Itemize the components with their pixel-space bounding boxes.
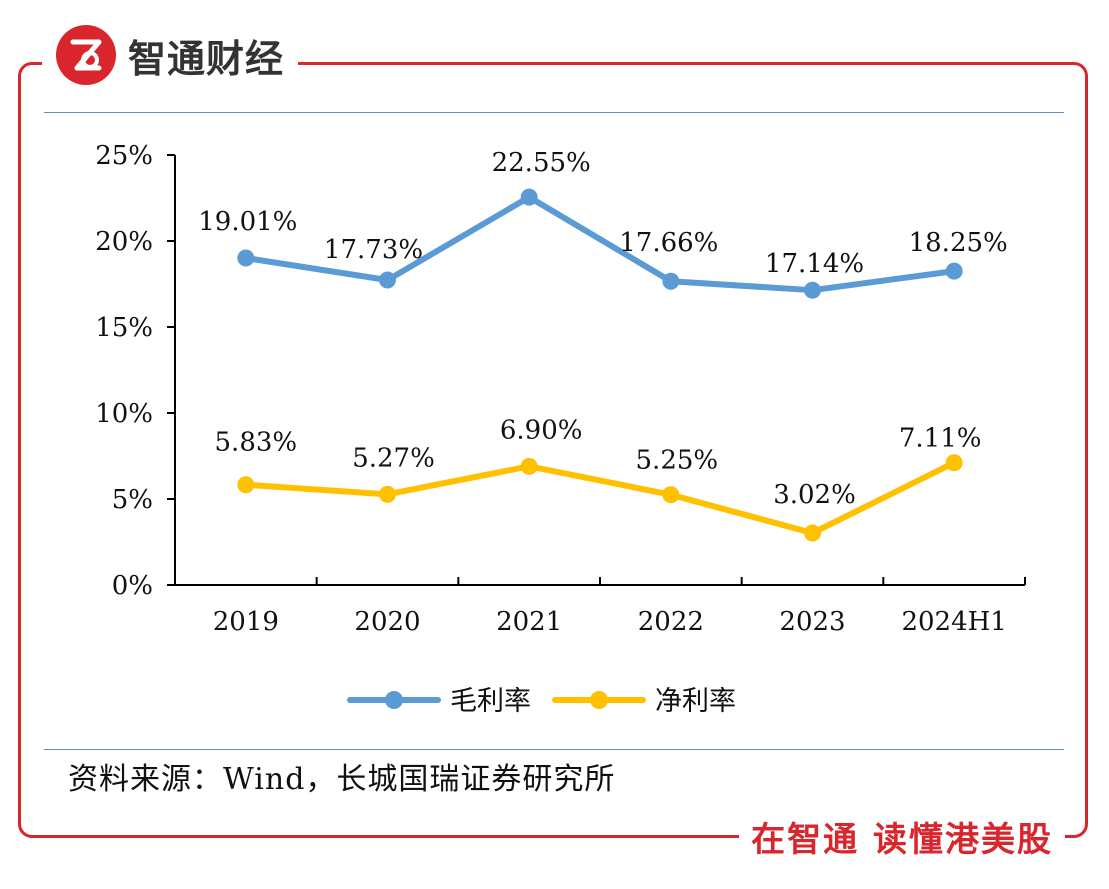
data-point (379, 271, 396, 289)
series-line-net-margin (242, 459, 958, 537)
brand-name: 智通财经 (128, 36, 285, 81)
x-tick-label: 2019 (213, 607, 279, 637)
data-label: 7.11% (899, 424, 982, 454)
data-point (237, 249, 255, 267)
data-point (520, 457, 538, 475)
legend-marker (385, 691, 403, 709)
x-tick-label: 2022 (638, 607, 704, 637)
series-line-gross-margin (242, 194, 958, 294)
x-tick-label: 2021 (496, 607, 562, 637)
data-label: 3.02% (773, 480, 856, 510)
data-label: 5.83% (215, 428, 298, 458)
y-tick-label: 5% (112, 485, 153, 515)
brand-logo-icon (56, 25, 116, 85)
data-label: 5.27% (352, 443, 435, 473)
data-point (662, 272, 680, 290)
data-point (662, 486, 680, 504)
data-label: 17.14% (765, 249, 864, 279)
data-label: 6.90% (500, 415, 583, 445)
legend-marker (590, 691, 608, 709)
chart-bottom-rule (44, 749, 1064, 750)
data-point (520, 188, 538, 206)
data-label: 5.25% (636, 446, 719, 476)
data-point (804, 281, 821, 299)
legend-label: 毛利率 (450, 686, 531, 717)
data-point (945, 454, 963, 472)
slogan: 在智通 读懂港美股 (739, 818, 1065, 862)
outer-frame (18, 62, 1088, 838)
x-tick-label: 2023 (779, 607, 845, 637)
y-tick-label: 15% (95, 313, 153, 343)
legend-label: 净利率 (655, 686, 736, 717)
data-label: 17.73% (324, 235, 423, 265)
data-label: 18.25% (909, 228, 1008, 258)
data-point (379, 485, 396, 503)
brand-header: 智通财经 (42, 14, 299, 96)
data-label: 17.66% (619, 228, 718, 258)
data-point (237, 476, 255, 494)
data-point (804, 524, 821, 542)
data-label: 19.01% (198, 207, 297, 237)
x-tick-label: 2024H1 (901, 607, 1006, 637)
source-note: 资料来源：Wind，长城国瑞证券研究所 (68, 762, 616, 797)
chart-top-rule (44, 112, 1064, 113)
data-point (945, 262, 963, 280)
y-tick-label: 20% (95, 227, 153, 257)
logo-glyph (70, 39, 102, 71)
x-tick-label: 2020 (354, 607, 420, 637)
data-label: 22.55% (492, 148, 591, 178)
y-tick-label: 25% (95, 141, 153, 171)
y-tick-label: 10% (95, 399, 153, 429)
y-tick-label: 0% (112, 571, 153, 601)
